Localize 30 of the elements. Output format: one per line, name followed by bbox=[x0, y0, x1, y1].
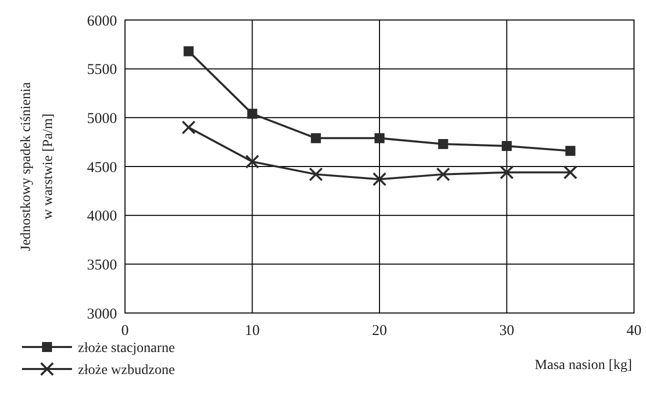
x-tick-label: 10 bbox=[244, 323, 260, 339]
point bbox=[502, 140, 512, 151]
point bbox=[247, 108, 258, 119]
x-tick-label: 0 bbox=[121, 323, 129, 339]
point bbox=[308, 167, 323, 182]
y-tick-label: 5500 bbox=[87, 62, 117, 78]
y-tick-label: 5000 bbox=[87, 110, 117, 127]
x-tick-label: 40 bbox=[626, 323, 642, 339]
point bbox=[500, 165, 514, 180]
point bbox=[374, 133, 384, 144]
point bbox=[563, 165, 578, 180]
legend-label: złoże stacjonarne bbox=[78, 340, 175, 356]
y-tick-label: 6000 bbox=[87, 13, 117, 30]
x-tick-label: 20 bbox=[372, 323, 387, 339]
point bbox=[184, 46, 194, 56]
y-tick-label: 4500 bbox=[87, 160, 117, 176]
point bbox=[310, 133, 321, 144]
point bbox=[372, 172, 386, 186]
x-axis-title: Masa nasion [kg] bbox=[534, 358, 632, 373]
y-tick-label: 4000 bbox=[87, 208, 117, 225]
y-axis-title: Jednostkowy spadek ciśnienia w warstwie [Pa/m] bbox=[19, 81, 56, 251]
y-tick-label: 3500 bbox=[87, 257, 117, 274]
legend-label: złoże wzbudzone bbox=[78, 362, 175, 378]
point bbox=[436, 167, 450, 182]
point bbox=[565, 146, 576, 156]
x-tick-label: 30 bbox=[499, 323, 514, 339]
point bbox=[182, 120, 196, 134]
y-tick-label: 3000 bbox=[87, 306, 117, 322]
point bbox=[245, 154, 260, 169]
point bbox=[438, 139, 448, 150]
